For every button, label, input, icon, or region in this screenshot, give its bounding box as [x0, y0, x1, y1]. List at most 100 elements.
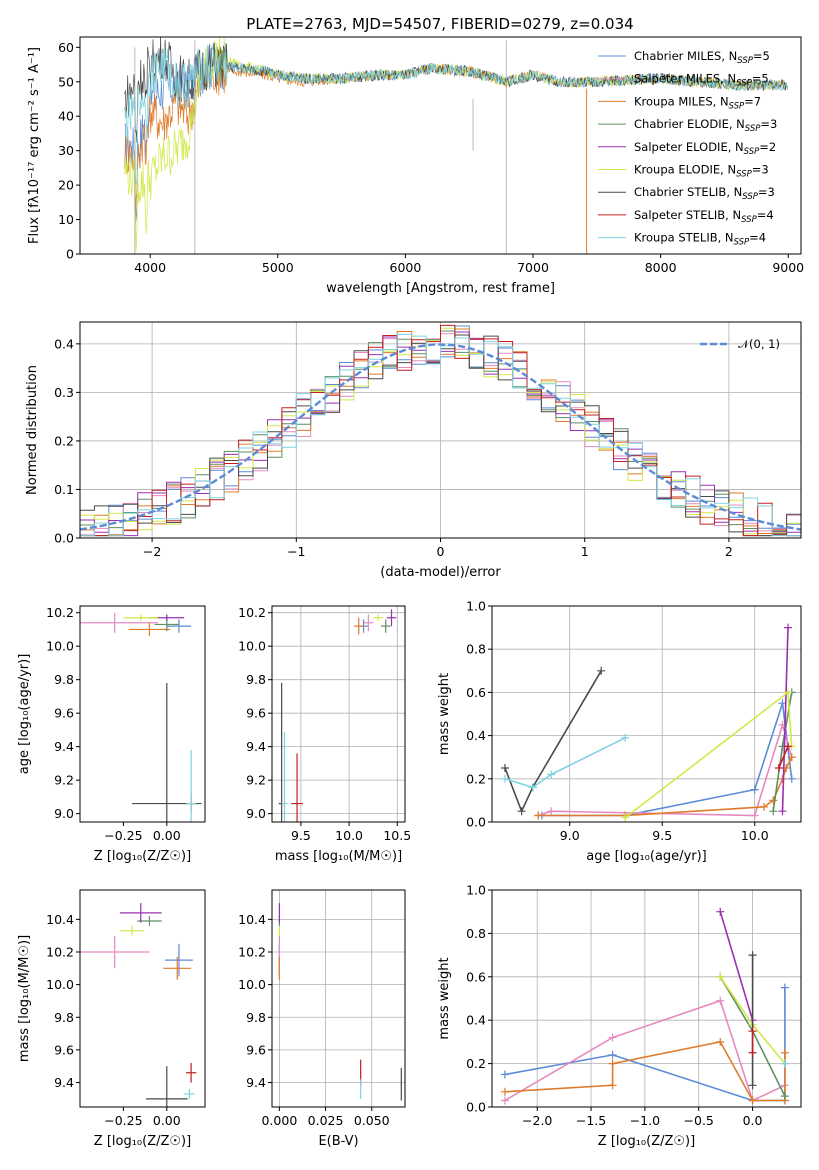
axes-frame-weight-vs-z [491, 889, 802, 1108]
ytick-label-6: 60 [58, 40, 74, 55]
weight-vs-age-marker-8-1 [528, 783, 537, 792]
ytick-label-3: 0.6 [466, 969, 486, 984]
axes-frame-age-vs-mass [271, 605, 406, 823]
ytick-label-2: 0.4 [466, 728, 486, 743]
weight-vs-age-line-4 [781, 627, 789, 812]
ytick-label-4: 9.8 [54, 672, 74, 687]
weight-vs-age-line-6 [504, 670, 602, 814]
ytick-label-5: 10.4 [46, 912, 74, 927]
xtick-label-3: 7000 [517, 260, 549, 275]
legend-label-2: Kroupa MILES, NSSP=7 [634, 94, 761, 111]
xtick-label-0: 4000 [134, 260, 166, 275]
weight-vs-age-marker-8-3 [621, 733, 630, 742]
weight-vs-z-marker-0-4 [780, 983, 789, 992]
weight-vs-age-marker-6-0 [500, 764, 509, 772]
ytick-label-1: 9.2 [246, 773, 266, 788]
plot-area-mass-vs-ebv [278, 903, 402, 1101]
weight-vs-age-marker-0-2 [750, 785, 759, 794]
xlabel-weight-vs-age: age [log₁₀(age/yr)] [586, 849, 707, 864]
ytick-label-5: 10.4 [238, 912, 266, 927]
ytick-label-4: 40 [58, 109, 74, 124]
residual-legend: 𝒩(0, 1) [700, 337, 780, 351]
hist-8 [80, 333, 801, 537]
weight-vs-age-line-0 [542, 702, 793, 817]
ytick-label-4: 0.4 [54, 336, 74, 351]
weight-vs-z-marker-0-0 [500, 1070, 509, 1079]
axes-frame-age-vs-z [79, 605, 206, 823]
weight-vs-z-marker-3-2 [780, 1092, 789, 1101]
xtick-label-0: 9.5 [291, 828, 311, 843]
weight-vs-z-marker-2-3 [716, 1037, 725, 1046]
xtick-label-0: 9.0 [560, 828, 580, 843]
ytick-label-0: 9.0 [54, 806, 74, 821]
xtick-label-0: −0.25 [104, 828, 142, 843]
weight-vs-age-marker-1-2 [750, 811, 759, 820]
xtick-label-0: −2 [143, 544, 161, 559]
legend-label-3: Chabrier ELODIE, NSSP=3 [634, 117, 777, 134]
xlabel-mass-vs-z: Z [log₁₀(Z/Z☉)] [94, 1134, 191, 1149]
weight-vs-z-marker-2-6 [780, 1048, 789, 1057]
axes-frame-spectrum [79, 36, 802, 255]
ylabel-weight-vs-age: mass weight [437, 673, 452, 755]
weight-vs-z-marker-6-1 [748, 1081, 757, 1090]
ytick-label-2: 9.4 [246, 739, 266, 754]
xtick-label-1: 9.5 [652, 828, 672, 843]
ytick-label-5: 1.0 [466, 599, 486, 614]
weight-vs-z-marker-7-1 [748, 1027, 757, 1036]
xtick-label-2: 10.5 [383, 828, 411, 843]
panel-residuals: −2 −1 0 1 2 0.0 0.1 0.2 0.3 0.4 (data-model)/error… [25, 321, 802, 580]
xlabel-weight-vs-z: Z [log₁₀(Z/Z☉)] [598, 1134, 695, 1149]
weight-vs-age-marker-8-2 [547, 770, 556, 779]
ytick-label-6: 10.2 [238, 605, 266, 620]
ytick-label-5: 50 [58, 74, 74, 89]
ytick-label-0: 0.0 [54, 531, 74, 546]
ytick-label-0: 9.4 [246, 1075, 266, 1090]
weight-vs-z-marker-6-0 [748, 951, 757, 960]
ytick-label-1: 10 [58, 212, 74, 227]
weight-vs-age-marker-0-4 [787, 774, 796, 783]
ytick-label-4: 0.8 [466, 926, 486, 941]
weight-vs-age-marker-5-1 [784, 688, 793, 697]
panels: 4000 5000 6000 7000 8000 90000102030405060wav… [17, 36, 804, 1149]
ytick-label-3: 10.0 [46, 977, 74, 992]
xlabel-residuals: (data-model)/error [380, 565, 501, 580]
xtick-label-2: 6000 [390, 260, 422, 275]
xtick-label-1: 0.025 [308, 1113, 344, 1128]
weight-vs-z-marker-5-0 [716, 972, 725, 981]
plot-area-weight-vs-z [500, 907, 789, 1105]
xtick-label-1: 0.00 [153, 828, 181, 843]
weight-vs-z-marker-1-2 [716, 996, 725, 1005]
xlabel-spectrum: wavelength [Angstrom, rest frame] [326, 281, 555, 296]
xtick-label-3: −0.5 [684, 1113, 714, 1128]
weight-vs-age-marker-2-4 [778, 774, 787, 783]
legend-label-6: Chabrier STELIB, NSSP=3 [634, 185, 775, 202]
weight-vs-age-marker-5-0 [621, 813, 630, 822]
xtick-label-1: 5000 [262, 260, 294, 275]
ytick-label-4: 10.2 [238, 945, 266, 960]
ytick-label-6: 10.2 [46, 605, 74, 620]
ytick-label-5: 1.0 [466, 883, 486, 898]
xtick-label-5: 9000 [772, 260, 804, 275]
weight-vs-age-marker-4-1 [784, 623, 793, 632]
axes-frame-mass-vs-ebv [271, 889, 406, 1108]
axes-frame-residuals [79, 321, 802, 539]
legend-label-4: Salpeter ELODIE, NSSP=2 [634, 140, 776, 157]
ytick-label-2: 0.4 [466, 1013, 486, 1028]
ylabel-age-vs-z: age [log₁₀(age/yr)] [17, 654, 32, 775]
ytick-label-1: 0.2 [466, 1056, 486, 1071]
ytick-label-3: 0.3 [54, 385, 74, 400]
weight-vs-age-marker-2-0 [534, 811, 543, 820]
weight-vs-age-marker-2-2 [759, 802, 768, 811]
plot-area-spectrum [124, 37, 789, 254]
xlabel-age-vs-mass: mass [log₁₀(M/M☉)] [275, 849, 402, 864]
xtick-label-4: 0.0 [743, 1113, 763, 1128]
axes-frame-weight-vs-age [491, 605, 802, 823]
ytick-label-2: 9.4 [54, 739, 74, 754]
xtick-label-0: −0.25 [104, 1113, 142, 1128]
weight-vs-z-marker-4-0 [716, 907, 725, 916]
xtick-label-1: −1 [287, 544, 305, 559]
ytick-label-3: 9.6 [54, 706, 74, 721]
weight-vs-age-marker-1-1 [547, 807, 556, 816]
ytick-label-3: 10.0 [238, 977, 266, 992]
